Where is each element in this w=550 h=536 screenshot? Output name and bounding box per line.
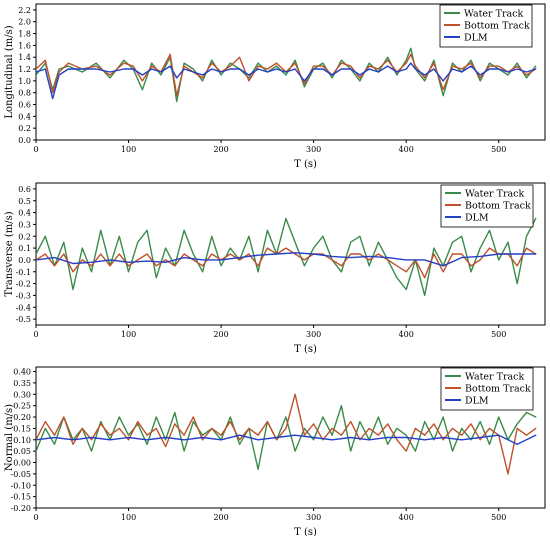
x-axis-label: T (s) (294, 527, 317, 536)
x-tick-label: 400 (399, 145, 414, 154)
x-tick-label: 100 (121, 513, 136, 522)
y-tick-label: 0.2 (18, 232, 31, 241)
x-tick-label: 300 (306, 513, 321, 522)
x-tick-label: 400 (399, 513, 414, 522)
y-tick-label: 0.4 (18, 112, 31, 121)
legend-label: Water Track (465, 189, 524, 200)
y-tick-label: 0.30 (13, 390, 31, 399)
y-axis-label: Transverse (m/s) (4, 211, 15, 296)
y-tick-label: 0.6 (18, 101, 31, 110)
y-tick-label: 0.40 (13, 368, 31, 377)
x-axis-label: T (s) (294, 344, 317, 355)
legend-label: DLM (465, 213, 489, 224)
y-tick-label: 0.2 (18, 124, 31, 133)
y-tick-label: 0.3 (18, 220, 31, 229)
y-tick-label: -0.05 (10, 470, 31, 479)
y-tick-label: 0.10 (13, 436, 31, 445)
y-tick-label: 1.0 (18, 77, 31, 86)
legend-label: Bottom Track (465, 201, 531, 212)
y-tick-label: 0.35 (13, 379, 31, 388)
legend-label: DLM (464, 33, 488, 44)
y-tick-label: 0.0 (18, 136, 31, 145)
series-line-bottom-track (36, 393, 537, 475)
chart-panel-1: 0.0 0.2 0.4 0.6 0.8 1.0 1.2 1.4 1.6 1.8 2.0 2.2 0 100… (4, 3, 546, 170)
x-tick-label: 100 (121, 330, 136, 339)
x-tick-label: 400 (399, 330, 414, 339)
y-tick-label: 0.0 (18, 256, 31, 265)
y-tick-label: -0.5 (16, 315, 31, 324)
series-line-water-track (36, 217, 537, 297)
x-axis-label: T (s) (294, 159, 317, 170)
y-tick-label: 1.8 (18, 30, 31, 39)
legend-label: Water Track (464, 9, 523, 20)
x-tick-label: 0 (33, 513, 38, 522)
series-line-dlm (36, 62, 537, 100)
x-tick-label: 500 (491, 145, 506, 154)
series-line-dlm (36, 252, 537, 267)
x-tick-label: 0 (33, 330, 38, 339)
x-tick-label: 200 (213, 330, 228, 339)
x-tick-label: 100 (121, 145, 136, 154)
y-tick-label: 2.0 (18, 18, 31, 27)
y-tick-label: 1.4 (18, 53, 31, 62)
legend-label: DLM (465, 396, 489, 407)
y-tick-label: 0.5 (18, 197, 31, 206)
x-tick-label: 300 (306, 145, 321, 154)
y-tick-label: 1.2 (18, 65, 31, 74)
x-tick-label: 0 (33, 145, 38, 154)
series-line-water-track (36, 405, 537, 470)
y-tick-label: 0.8 (18, 89, 31, 98)
series-line-dlm (36, 434, 537, 445)
y-tick-label: 2.2 (18, 6, 31, 15)
x-tick-label: 500 (491, 330, 506, 339)
legend-label: Bottom Track (465, 384, 531, 395)
y-tick-label: 0.25 (13, 402, 31, 411)
legend-label: Water Track (465, 372, 524, 383)
legend-label: Bottom Track (464, 21, 530, 32)
plot-frame (35, 366, 546, 509)
y-tick-label: 0.1 (18, 244, 31, 253)
y-axis-label: Normal (m/s) (4, 404, 15, 471)
y-tick-label: 0.4 (18, 209, 31, 218)
y-tick-label: -0.1 (16, 268, 31, 277)
y-tick-label: 0.6 (18, 185, 31, 194)
x-tick-label: 500 (491, 513, 506, 522)
y-tick-label: -0.10 (10, 481, 31, 490)
y-tick-label: -0.3 (16, 291, 31, 300)
y-tick-label: -0.15 (10, 493, 31, 502)
x-tick-label: 200 (213, 513, 228, 522)
x-tick-label: 200 (213, 145, 228, 154)
series-line-bottom-track (36, 247, 537, 279)
chart-panel-2: -0.5 -0.4 -0.3 -0.2 -0.1 0.0 0.1 0.2 0.3 0.4 0.5 0.… (4, 182, 546, 355)
y-tick-label: 0.05 (13, 447, 31, 456)
y-tick-label: -0.2 (16, 280, 31, 289)
series-line-bottom-track (36, 53, 537, 97)
y-tick-label: 1.6 (18, 41, 31, 50)
y-tick-label: -0.4 (16, 303, 31, 312)
y-axis-label: Longitudinal (m/s) (4, 25, 15, 118)
x-tick-label: 300 (306, 330, 321, 339)
y-tick-label: -0.20 (10, 504, 31, 513)
y-tick-label: 0.20 (13, 413, 31, 422)
y-tick-label: 0.15 (13, 424, 31, 433)
chart-panel-3: -0.20 -0.15 -0.10 -0.05 0.00 0.05 0.10 0.15 0.20… (4, 366, 546, 536)
y-tick-label: 0.00 (13, 459, 31, 468)
